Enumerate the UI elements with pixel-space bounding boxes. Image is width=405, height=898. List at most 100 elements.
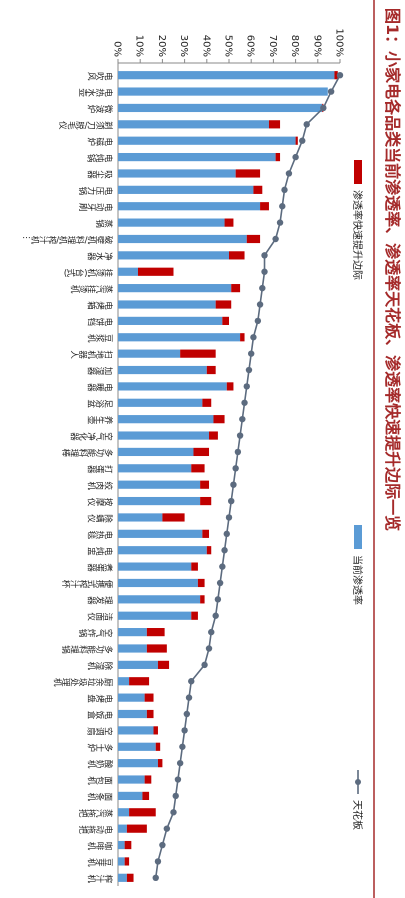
bar bbox=[200, 480, 210, 489]
x-tick-label: 电饭盒 bbox=[88, 709, 114, 719]
bar bbox=[118, 431, 210, 440]
x-tick-label: 面条机 bbox=[87, 791, 113, 801]
bar bbox=[118, 840, 125, 850]
bar bbox=[118, 267, 138, 276]
legend-swatch bbox=[355, 779, 361, 785]
line-marker bbox=[185, 694, 193, 701]
bar bbox=[118, 480, 201, 489]
bar bbox=[226, 382, 234, 391]
y-tick-label: 80% bbox=[289, 35, 300, 57]
x-tick-label: 足浴盆 bbox=[88, 398, 114, 408]
x-tick-label: 扫地机器人 bbox=[71, 349, 114, 359]
x-tick-label: 电烤箱 bbox=[87, 300, 114, 310]
bar bbox=[193, 447, 210, 457]
x-tick-label: 电炖盅 bbox=[88, 545, 114, 555]
bar bbox=[157, 759, 163, 768]
bar bbox=[142, 791, 150, 801]
bar bbox=[117, 562, 192, 571]
line-marker bbox=[223, 530, 230, 538]
bar bbox=[118, 152, 276, 162]
line-marker bbox=[256, 301, 264, 308]
line-marker bbox=[219, 563, 226, 570]
x-tick-label: 除螨仪 bbox=[88, 512, 114, 522]
legend-label: 渗透率快速提升边际 bbox=[351, 190, 364, 280]
y-tick-label: 60% bbox=[245, 35, 256, 57]
bar bbox=[118, 87, 328, 96]
line-marker bbox=[205, 645, 213, 652]
y-tick-label: 40% bbox=[200, 35, 211, 57]
bar bbox=[118, 398, 203, 407]
y-tick-label: 50% bbox=[223, 35, 234, 57]
x-tick-label: 净水器 bbox=[87, 250, 114, 260]
x-tick-label: 电暖器 bbox=[87, 381, 114, 391]
bar bbox=[126, 873, 134, 882]
line-marker bbox=[254, 317, 262, 325]
bar bbox=[200, 496, 212, 506]
x-tick-label: 咖啡机 bbox=[87, 840, 114, 850]
bar bbox=[118, 316, 223, 325]
x-tick-label: 空气净化器 bbox=[70, 431, 114, 441]
bar bbox=[118, 726, 154, 735]
bar bbox=[118, 808, 130, 817]
bar bbox=[118, 693, 145, 702]
line-marker bbox=[239, 415, 246, 423]
bar bbox=[118, 71, 335, 80]
x-tick-label: 电吹风 bbox=[87, 70, 114, 80]
bar bbox=[295, 136, 298, 145]
line-marker bbox=[303, 121, 310, 128]
line-marker bbox=[152, 874, 159, 882]
y-tick-label: 70% bbox=[267, 35, 278, 57]
x-tick-label: 多功能料理棒 bbox=[61, 447, 114, 457]
line-marker bbox=[228, 497, 235, 505]
bar bbox=[231, 284, 241, 293]
bar bbox=[235, 169, 261, 178]
legend-swatch bbox=[354, 160, 362, 184]
bar bbox=[213, 415, 225, 424]
x-tick-label: 电动拖把 bbox=[78, 824, 114, 834]
bar bbox=[228, 251, 245, 260]
line-marker bbox=[188, 678, 195, 685]
bar bbox=[275, 152, 281, 162]
bar bbox=[209, 431, 218, 440]
line-marker bbox=[225, 514, 233, 521]
legend-label: 天花板 bbox=[351, 800, 364, 830]
x-tick-label: 酸奶机 bbox=[87, 758, 114, 768]
bar bbox=[155, 742, 161, 751]
bar bbox=[117, 447, 194, 457]
line-marker bbox=[243, 383, 250, 390]
bar bbox=[118, 234, 247, 244]
bar bbox=[246, 234, 261, 244]
bar bbox=[126, 824, 147, 833]
x-tick-label: 空气炸锅 bbox=[78, 627, 114, 637]
line-marker bbox=[170, 809, 177, 816]
x-tick-label: 蒸汽拖把 bbox=[78, 807, 114, 817]
bar bbox=[334, 71, 338, 80]
bar bbox=[146, 644, 167, 653]
line-marker bbox=[183, 710, 191, 718]
bar bbox=[118, 791, 143, 801]
x-tick-label: 电磁炉 bbox=[87, 136, 114, 146]
line-marker bbox=[320, 104, 327, 112]
x-tick-label: 豆芽机 bbox=[87, 856, 113, 866]
line bbox=[154, 74, 341, 878]
bar bbox=[117, 628, 147, 637]
x-tick-label: 养生壶 bbox=[88, 414, 114, 424]
bar bbox=[260, 202, 269, 211]
bar bbox=[200, 595, 205, 604]
line-marker bbox=[176, 759, 184, 767]
line-marker bbox=[234, 448, 242, 456]
rotated-frame: 图1：小家电各品类当前渗透率、渗透率天花板、渗透率快速提升边际一览 0% 10% 2… bbox=[22, 0, 402, 898]
bar bbox=[117, 136, 296, 145]
x-tick-label: 破壁机/料理机/榨汁机… bbox=[22, 234, 113, 244]
x-tick-label: 电压力锅 bbox=[78, 185, 114, 195]
line-marker bbox=[154, 858, 162, 865]
line-marker bbox=[285, 170, 293, 177]
bar bbox=[146, 628, 165, 637]
bar bbox=[118, 415, 214, 424]
bar bbox=[118, 595, 201, 604]
x-tick-label: 洁面仪 bbox=[88, 611, 114, 621]
bar bbox=[206, 365, 216, 375]
bar bbox=[118, 349, 181, 358]
bar bbox=[118, 202, 261, 211]
bar bbox=[118, 824, 127, 833]
